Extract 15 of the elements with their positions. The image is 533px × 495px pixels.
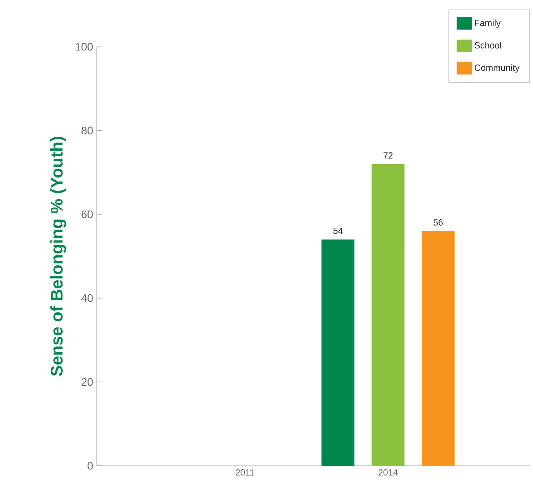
data-label: 72 — [384, 152, 393, 159]
data-label: 54 — [334, 228, 343, 234]
y-tick-label: 60 — [82, 210, 94, 218]
y-tick-label: 0 — [88, 462, 94, 470]
y-tick-label: 80 — [82, 126, 94, 135]
legend-label: School — [474, 42, 502, 49]
legend-label: Community — [474, 64, 520, 73]
x-tick-label: 2014 — [378, 470, 398, 476]
data-label: 56 — [434, 219, 443, 226]
y-tick-label: 40 — [82, 294, 94, 302]
y-tick-label: 100 — [76, 43, 94, 51]
y-tick-label: 20 — [82, 378, 94, 386]
y-axis-title: Sense of Belonging % (Youth) — [50, 137, 66, 376]
legend-label: Family — [475, 20, 501, 28]
x-tick-label: 2011 — [236, 470, 254, 476]
